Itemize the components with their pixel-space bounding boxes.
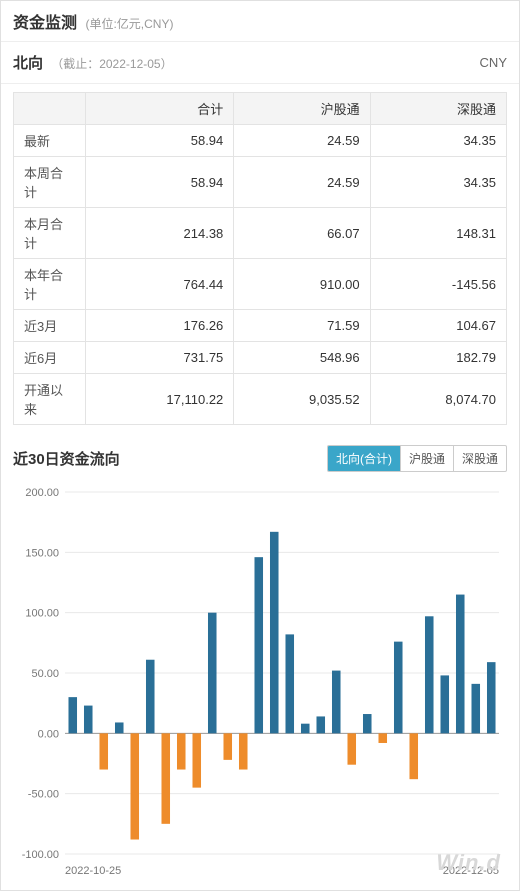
section-header: 北向 （截止：2022-12-05） CNY <box>1 42 519 84</box>
panel-header: 资金监测 (单位:亿元,CNY) <box>1 1 519 42</box>
table-row: 本年合计764.44910.00-145.56 <box>14 259 507 310</box>
chart-tab[interactable]: 沪股通 <box>400 446 453 471</box>
table-cell: 731.75 <box>86 342 234 374</box>
table-row: 本月合计214.3866.07148.31 <box>14 208 507 259</box>
table-cell: 34.35 <box>370 125 506 157</box>
table-cell: -145.56 <box>370 259 506 310</box>
section-title-wrap: 北向 （截止：2022-12-05） <box>13 52 173 73</box>
chart-tab[interactable]: 北向(合计) <box>328 446 400 471</box>
table-cell: 近3月 <box>14 310 86 342</box>
table-row: 近3月176.2671.59104.67 <box>14 310 507 342</box>
table-cell: 9,035.52 <box>234 374 370 425</box>
table-cell: 本月合计 <box>14 208 86 259</box>
table-cell: 近6月 <box>14 342 86 374</box>
panel-unit: (单位:亿元,CNY) <box>85 17 173 31</box>
svg-text:150.00: 150.00 <box>25 547 59 559</box>
table-cell: 66.07 <box>234 208 370 259</box>
table-cell: 本年合计 <box>14 259 86 310</box>
table-cell: 764.44 <box>86 259 234 310</box>
table-cell: 34.35 <box>370 157 506 208</box>
chart-tabs: 北向(合计)沪股通深股通 <box>327 445 507 472</box>
panel-title: 资金监测 <box>13 15 77 32</box>
table-col-header: 沪股通 <box>234 93 370 125</box>
table-cell: 71.59 <box>234 310 370 342</box>
table-row: 本周合计58.9424.5934.35 <box>14 157 507 208</box>
section-date: （截止：2022-12-05） <box>51 57 172 71</box>
table-cell: 176.26 <box>86 310 234 342</box>
chart-container: -100.00 -50.00 0.00 50.00 100.00 150.00 200.00… <box>13 482 509 882</box>
svg-text:-100.00: -100.00 <box>22 849 59 861</box>
table-cell: 910.00 <box>234 259 370 310</box>
svg-text:50.00: 50.00 <box>31 668 59 680</box>
table-cell: 24.59 <box>234 157 370 208</box>
svg-text:-50.00: -50.00 <box>28 789 59 801</box>
table-cell: 214.38 <box>86 208 234 259</box>
flow-table: 合计沪股通深股通 最新58.9424.5934.35本周合计58.9424.59… <box>13 92 507 425</box>
table-row: 开通以来17,110.229,035.528,074.70 <box>14 374 507 425</box>
table-cell: 开通以来 <box>14 374 86 425</box>
table-row: 近6月731.75548.96182.79 <box>14 342 507 374</box>
svg-text:200.00: 200.00 <box>25 487 59 499</box>
chart-tab[interactable]: 深股通 <box>453 446 506 471</box>
table-cell: 24.59 <box>234 125 370 157</box>
section-currency: CNY <box>480 55 507 70</box>
svg-text:2022-10-25: 2022-10-25 <box>65 865 121 877</box>
svg-text:2022-12-05: 2022-12-05 <box>443 865 499 877</box>
table-cell: 58.94 <box>86 125 234 157</box>
bar-chart: -100.00 -50.00 0.00 50.00 100.00 150.00 200.00… <box>13 482 509 882</box>
chart-header: 近30日资金流向 北向(合计)沪股通深股通 <box>1 437 519 476</box>
table-cell: 本周合计 <box>14 157 86 208</box>
table-col-header <box>14 93 86 125</box>
svg-text:0.00: 0.00 <box>38 728 59 740</box>
table-cell: 8,074.70 <box>370 374 506 425</box>
fund-monitor-panel: 资金监测 (单位:亿元,CNY) 北向 （截止：2022-12-05） CNY … <box>0 0 520 891</box>
section-title: 北向 <box>13 55 43 72</box>
table-col-header: 合计 <box>86 93 234 125</box>
table-cell: 58.94 <box>86 157 234 208</box>
table-cell: 148.31 <box>370 208 506 259</box>
table-cell: 104.67 <box>370 310 506 342</box>
table-cell: 17,110.22 <box>86 374 234 425</box>
table-col-header: 深股通 <box>370 93 506 125</box>
table-cell: 182.79 <box>370 342 506 374</box>
table-cell: 最新 <box>14 125 86 157</box>
table-cell: 548.96 <box>234 342 370 374</box>
chart-title: 近30日资金流向 <box>13 448 120 469</box>
table-row: 最新58.9424.5934.35 <box>14 125 507 157</box>
svg-text:100.00: 100.00 <box>25 608 59 620</box>
